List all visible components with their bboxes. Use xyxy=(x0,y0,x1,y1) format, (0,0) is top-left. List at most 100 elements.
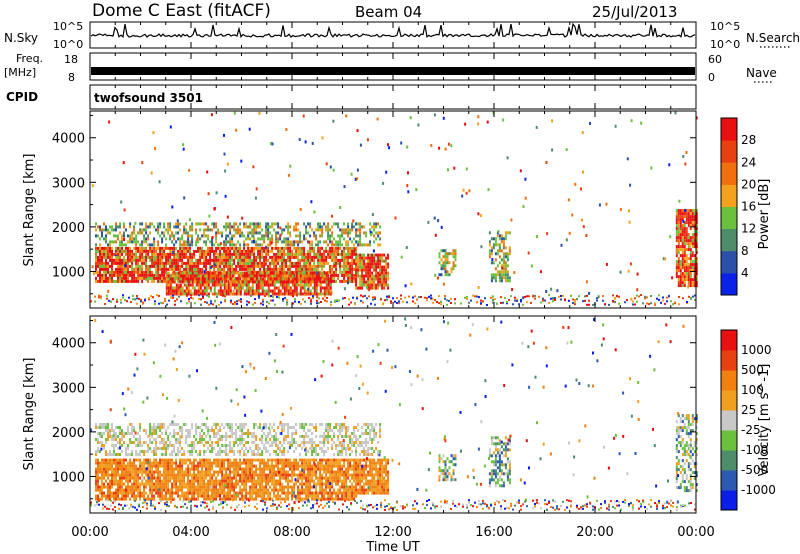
power-cell xyxy=(351,273,354,277)
power-cell xyxy=(381,274,384,278)
power-cell xyxy=(239,264,242,268)
power-cell xyxy=(369,262,372,266)
power-cell xyxy=(293,228,296,232)
power-cell xyxy=(263,271,266,275)
power-cell xyxy=(113,273,115,277)
power-cell xyxy=(363,259,366,263)
velocity-cell xyxy=(107,461,109,465)
power-cell xyxy=(291,280,294,284)
velocity-cell xyxy=(245,497,248,501)
velocity-cell xyxy=(251,476,254,480)
velocity-cell xyxy=(249,461,252,465)
power-cell xyxy=(677,224,680,228)
power-scatter-cell xyxy=(123,208,126,212)
power-cell xyxy=(349,228,352,232)
power-ground-cell xyxy=(524,295,526,298)
velocity-cell xyxy=(153,464,156,468)
power-cell xyxy=(343,237,346,241)
power-cell xyxy=(161,240,164,244)
velocity-cell xyxy=(173,479,176,483)
power-cell xyxy=(157,261,160,265)
power-cell xyxy=(169,274,172,278)
power-cell xyxy=(289,264,292,268)
power-cell xyxy=(239,261,242,265)
power-cell xyxy=(245,292,248,296)
velocity-cell xyxy=(213,470,216,474)
power-cell xyxy=(327,231,330,235)
power-cell xyxy=(265,271,268,275)
power-scatter-cell xyxy=(343,287,346,291)
velocity-cell xyxy=(287,458,290,462)
power-cell xyxy=(247,283,250,287)
power-ground-cell xyxy=(320,301,322,303)
power-cell xyxy=(289,274,292,278)
power-scatter-cell xyxy=(226,215,229,219)
power-cell xyxy=(231,243,234,247)
power-cell xyxy=(183,267,186,271)
power-cell xyxy=(251,274,254,278)
velocity-cell xyxy=(213,497,216,501)
power-cell xyxy=(448,261,451,265)
power-cell xyxy=(335,246,338,250)
velocity-cell xyxy=(147,470,150,474)
velocity-cell xyxy=(109,482,111,486)
power-ground-cell xyxy=(584,295,586,298)
power-cell xyxy=(95,228,97,232)
power-cell xyxy=(331,249,334,253)
velocity-cell xyxy=(229,467,232,471)
power-cell xyxy=(295,234,298,238)
power-cell xyxy=(117,249,119,253)
power-cell xyxy=(681,239,684,243)
power-cell xyxy=(291,264,294,268)
power-cell xyxy=(101,279,103,283)
power-cell xyxy=(329,283,332,287)
velocity-cell xyxy=(249,467,252,471)
velocity-cell xyxy=(155,476,158,480)
power-cell xyxy=(325,271,328,275)
power-cell xyxy=(249,267,252,271)
power-cell xyxy=(335,264,338,268)
power-cell xyxy=(351,222,354,226)
velocity-cell xyxy=(97,482,99,486)
power-cell xyxy=(347,276,350,280)
power-ground-cell xyxy=(344,297,346,299)
power-ground-cell xyxy=(572,302,574,304)
power-cell xyxy=(215,249,218,253)
power-cell xyxy=(225,240,228,244)
power-cell xyxy=(315,292,318,296)
power-cell xyxy=(315,237,318,241)
power-cell xyxy=(339,228,342,232)
power-cell xyxy=(303,255,306,259)
velocity-cell xyxy=(241,494,244,498)
power-cell xyxy=(271,261,274,265)
power-scatter-cell xyxy=(684,208,687,212)
power-cell xyxy=(369,259,372,263)
velocity-cell xyxy=(163,488,166,492)
power-ground-cell xyxy=(554,298,556,301)
power-cell xyxy=(201,280,204,284)
power-cell xyxy=(97,225,99,229)
power-cell xyxy=(327,255,330,259)
power-cell xyxy=(131,273,134,277)
velocity-cell xyxy=(153,497,156,501)
power-cell xyxy=(205,292,208,296)
power-ground-cell xyxy=(272,295,274,298)
power-cell xyxy=(508,231,511,235)
power-cell xyxy=(373,225,376,229)
velocity-cell xyxy=(175,467,178,471)
power-cell xyxy=(251,240,254,244)
power-ground-cell xyxy=(218,303,220,306)
power-cell xyxy=(677,275,680,279)
power-cell xyxy=(141,228,144,232)
velocity-cell xyxy=(301,476,304,480)
power-cell xyxy=(325,258,328,262)
power-cell xyxy=(255,255,258,259)
power-cell xyxy=(303,267,306,271)
power-cell xyxy=(189,243,192,247)
power-ground-cell xyxy=(586,303,588,306)
velocity-cell xyxy=(155,482,158,486)
power-cell xyxy=(237,276,240,280)
power-cell xyxy=(187,277,190,281)
power-ground-cell xyxy=(202,295,204,298)
power-cell xyxy=(169,264,172,268)
